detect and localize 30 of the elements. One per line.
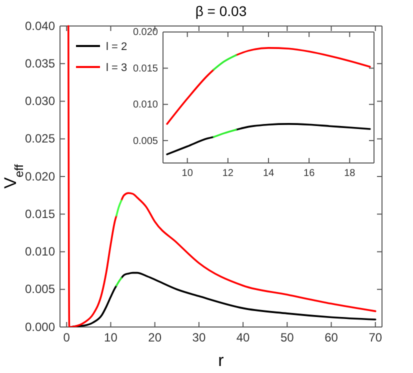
x-axis-title: r — [218, 351, 224, 370]
x-tick-label: 30 — [192, 330, 206, 345]
x-tick-label: 0 — [63, 330, 70, 345]
y-tick-label: 0.000 — [24, 320, 56, 334]
y-tick-label: 0.010 — [24, 244, 56, 259]
x-tick-label: 18 — [344, 168, 356, 180]
chart-title: β = 0.03 — [195, 3, 247, 19]
x-tick-label: 20 — [148, 330, 162, 345]
x-tick-label: 40 — [236, 330, 250, 345]
y-tick-label: 0.015 — [132, 63, 158, 74]
y-tick-label: 0.020 — [24, 169, 56, 184]
x-tick-label: 10 — [104, 330, 118, 345]
x-tick-label: 12 — [222, 168, 234, 180]
x-tick-label: 16 — [304, 168, 316, 180]
legend-label: l = 2 — [106, 41, 128, 53]
y-tick-label: 0.020 — [132, 27, 158, 38]
x-tick-label: 60 — [324, 330, 338, 345]
y-tick-label: 0.035 — [24, 56, 56, 70]
x-tick-label: 70 — [368, 330, 382, 345]
y-tick-label: 0.030 — [24, 94, 56, 108]
y-tick-label: 0.015 — [24, 206, 56, 221]
legend-label: l = 3 — [106, 62, 128, 74]
x-tick-label: 50 — [280, 330, 294, 345]
y-tick-label: 0.010 — [132, 100, 158, 111]
y-tick-label: 0.040 — [24, 18, 56, 33]
y-tick-label: 0.005 — [24, 282, 56, 296]
y-tick-label: 0.005 — [132, 136, 158, 147]
x-tick-label: 14 — [262, 168, 274, 180]
x-tick-label: 10 — [182, 168, 194, 180]
y-tick-label: 0.025 — [24, 132, 56, 146]
